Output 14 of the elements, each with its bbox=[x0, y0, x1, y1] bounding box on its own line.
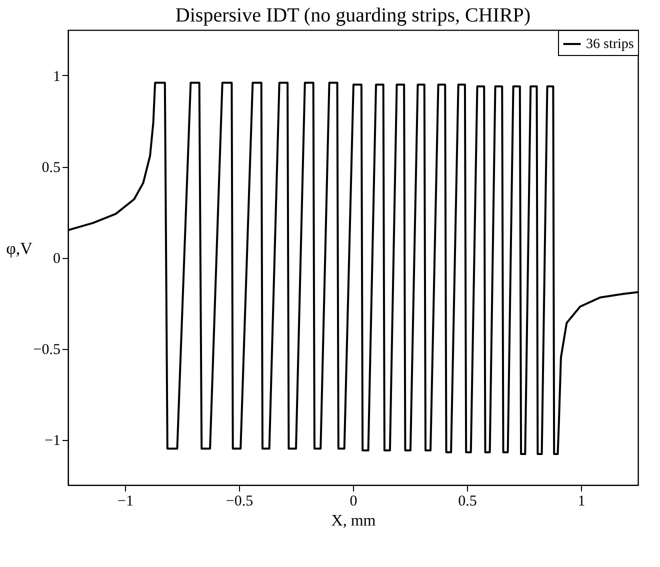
y-tick-label: −1 bbox=[44, 433, 60, 449]
x-tick-label: 0 bbox=[350, 494, 358, 510]
x-tick-label: 0.5 bbox=[458, 494, 477, 510]
y-axis-title: φ,V bbox=[6, 239, 34, 258]
legend-label: 36 strips bbox=[586, 37, 634, 52]
chart-title: Dispersive IDT (no guarding strips, CHIRP) bbox=[175, 4, 531, 26]
y-tick-label: 0.5 bbox=[42, 160, 60, 176]
y-tick-label: 1 bbox=[53, 69, 60, 85]
x-axis-title: X, mm bbox=[331, 512, 376, 530]
y-tick-label: 0 bbox=[53, 251, 60, 267]
x-tick-label: −0.5 bbox=[226, 494, 254, 510]
y-tick-label: −0.5 bbox=[33, 342, 60, 358]
x-tick-label: 1 bbox=[578, 494, 586, 510]
x-tick-label: −1 bbox=[118, 494, 134, 510]
